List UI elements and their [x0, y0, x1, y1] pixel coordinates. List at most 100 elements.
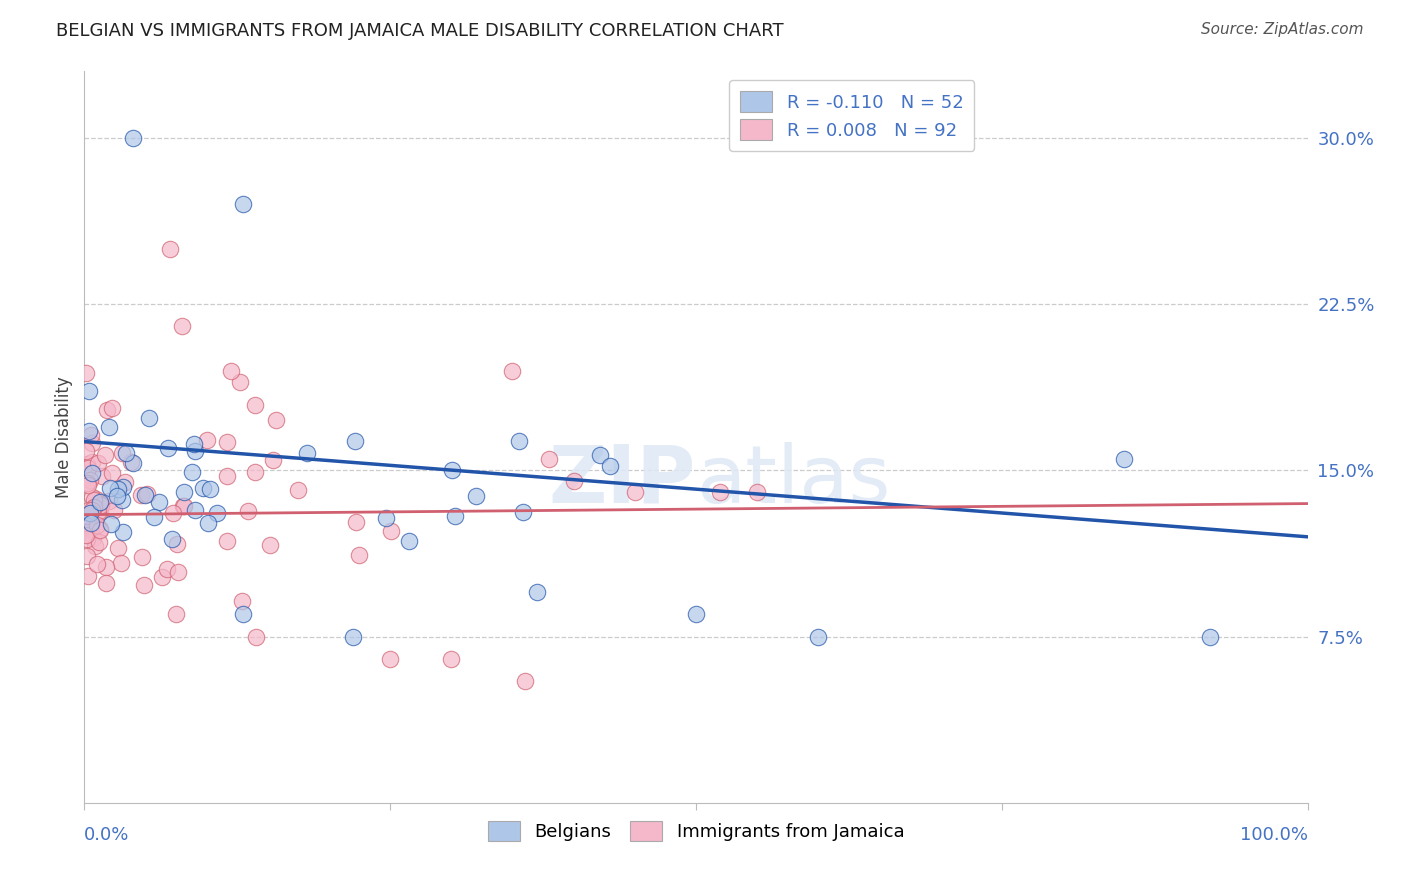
Point	[380, 651, 402, 665]
Point	[131, 549, 153, 564]
Point	[80, 467, 103, 481]
Point	[97, 493, 120, 508]
Point	[87, 535, 110, 549]
Point	[76, 569, 98, 583]
Point	[262, 453, 284, 467]
Point	[347, 548, 370, 562]
Point	[297, 446, 319, 460]
Point	[76, 532, 98, 546]
Point	[101, 401, 124, 416]
Point	[624, 485, 647, 500]
Point	[502, 363, 524, 377]
Point	[94, 560, 117, 574]
Text: ZIP: ZIP	[548, 442, 696, 520]
Point	[165, 607, 187, 621]
Point	[198, 482, 221, 496]
Point	[513, 673, 536, 688]
Text: 0.0%: 0.0%	[84, 826, 129, 844]
Point	[80, 503, 103, 517]
Point	[1114, 452, 1136, 467]
Point	[167, 565, 190, 579]
Point	[89, 498, 111, 512]
Point	[83, 500, 105, 514]
Point	[807, 630, 830, 644]
Point	[685, 607, 707, 622]
Point	[344, 515, 367, 529]
Point	[562, 475, 585, 489]
Text: atlas: atlas	[696, 442, 890, 520]
Point	[245, 630, 267, 644]
Point	[80, 516, 103, 531]
Point	[160, 532, 183, 546]
Point	[709, 485, 731, 500]
Point	[219, 363, 242, 377]
Point	[80, 522, 103, 536]
Point	[89, 522, 111, 536]
Point	[134, 487, 156, 501]
Point	[94, 448, 117, 462]
Point	[75, 366, 97, 380]
Point	[197, 516, 219, 530]
Point	[215, 434, 238, 449]
Point	[1198, 630, 1220, 644]
Point	[440, 651, 463, 665]
Point	[231, 594, 253, 608]
Point	[79, 506, 101, 520]
Point	[101, 466, 124, 480]
Point	[89, 496, 111, 510]
Point	[512, 505, 534, 519]
Point	[103, 503, 125, 517]
Legend: R = -0.110   N = 52, R = 0.008   N = 92: R = -0.110 N = 52, R = 0.008 N = 92	[730, 80, 974, 151]
Point	[98, 420, 121, 434]
Point	[162, 506, 184, 520]
Point	[122, 131, 145, 145]
Point	[100, 481, 122, 495]
Point	[115, 445, 138, 459]
Point	[342, 630, 364, 644]
Point	[76, 549, 98, 563]
Point	[589, 448, 612, 462]
Point	[134, 578, 156, 592]
Point	[107, 541, 129, 555]
Point	[205, 506, 228, 520]
Point	[173, 499, 195, 513]
Point	[122, 456, 145, 470]
Point	[89, 495, 111, 509]
Point	[84, 539, 107, 553]
Point	[86, 557, 108, 571]
Point	[96, 403, 118, 417]
Point	[76, 475, 98, 490]
Point	[75, 444, 97, 458]
Point	[148, 495, 170, 509]
Point	[100, 517, 122, 532]
Point	[87, 456, 110, 470]
Point	[183, 436, 205, 450]
Point	[79, 473, 101, 487]
Point	[111, 446, 134, 460]
Point	[398, 533, 420, 548]
Point	[77, 503, 100, 517]
Text: Source: ZipAtlas.com: Source: ZipAtlas.com	[1201, 22, 1364, 37]
Point	[181, 465, 204, 479]
Point	[747, 485, 769, 500]
Point	[264, 413, 287, 427]
Point	[110, 556, 132, 570]
Point	[114, 475, 136, 489]
Point	[215, 534, 238, 549]
Point	[79, 519, 101, 533]
Point	[156, 442, 179, 456]
Point	[111, 480, 134, 494]
Point	[89, 504, 111, 518]
Point	[156, 562, 179, 576]
Point	[173, 485, 195, 500]
Point	[84, 492, 107, 507]
Point	[138, 411, 160, 425]
Point	[105, 489, 128, 503]
Point	[80, 436, 103, 450]
Point	[107, 482, 129, 496]
Point	[86, 517, 108, 532]
Point	[75, 528, 97, 542]
Point	[538, 452, 561, 467]
Point	[150, 570, 173, 584]
Point	[243, 398, 266, 412]
